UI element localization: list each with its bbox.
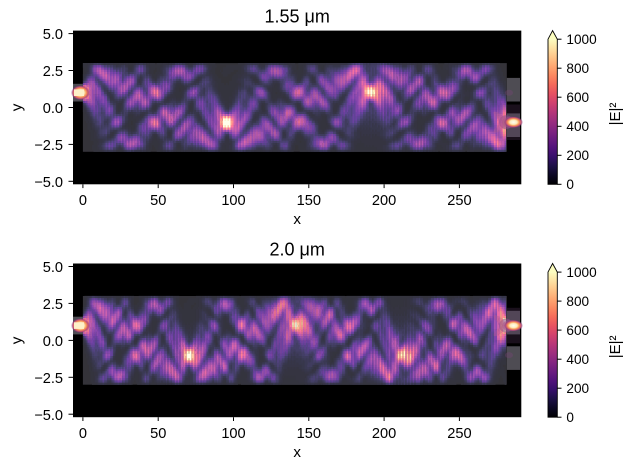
svg-text:250: 250 — [447, 193, 471, 209]
svg-text:600: 600 — [566, 90, 589, 105]
svg-text:200: 200 — [372, 426, 396, 442]
svg-text:1000: 1000 — [566, 265, 597, 280]
svg-text:−2.5: −2.5 — [34, 371, 63, 387]
svg-text:200: 200 — [566, 381, 589, 396]
svg-text:100: 100 — [221, 426, 245, 442]
svg-text:5.0: 5.0 — [43, 27, 63, 43]
svg-text:0: 0 — [79, 193, 87, 209]
svg-text:800: 800 — [566, 294, 589, 309]
svg-text:5.0: 5.0 — [43, 260, 63, 276]
svg-text:250: 250 — [447, 426, 471, 442]
svg-text:2.0 μm: 2.0 μm — [270, 240, 325, 260]
svg-text:x: x — [293, 211, 301, 228]
svg-text:1.55 μm: 1.55 μm — [264, 7, 329, 27]
svg-text:−5.0: −5.0 — [34, 408, 63, 424]
svg-text:y: y — [9, 103, 26, 111]
svg-text:50: 50 — [150, 193, 166, 209]
svg-text:100: 100 — [221, 193, 245, 209]
svg-text:150: 150 — [297, 193, 321, 209]
svg-text:|E|²: |E|² — [607, 336, 624, 359]
svg-text:200: 200 — [372, 193, 396, 209]
svg-text:200: 200 — [566, 148, 589, 163]
svg-text:1000: 1000 — [566, 32, 597, 47]
svg-text:50: 50 — [150, 426, 166, 442]
svg-text:400: 400 — [566, 119, 589, 134]
svg-text:2.5: 2.5 — [43, 64, 63, 80]
svg-text:−5.0: −5.0 — [34, 175, 63, 191]
svg-text:|E|²: |E|² — [607, 103, 624, 126]
svg-text:0.0: 0.0 — [43, 101, 63, 117]
svg-text:600: 600 — [566, 323, 589, 338]
svg-text:0.0: 0.0 — [43, 334, 63, 350]
svg-text:−2.5: −2.5 — [34, 138, 63, 154]
svg-text:0: 0 — [79, 426, 87, 442]
svg-text:0: 0 — [566, 410, 574, 425]
svg-text:y: y — [9, 336, 26, 344]
svg-text:0: 0 — [566, 177, 574, 192]
svg-text:2.5: 2.5 — [43, 297, 63, 313]
svg-text:x: x — [293, 444, 301, 461]
svg-text:150: 150 — [297, 426, 321, 442]
svg-text:800: 800 — [566, 61, 589, 76]
svg-text:400: 400 — [566, 352, 589, 367]
